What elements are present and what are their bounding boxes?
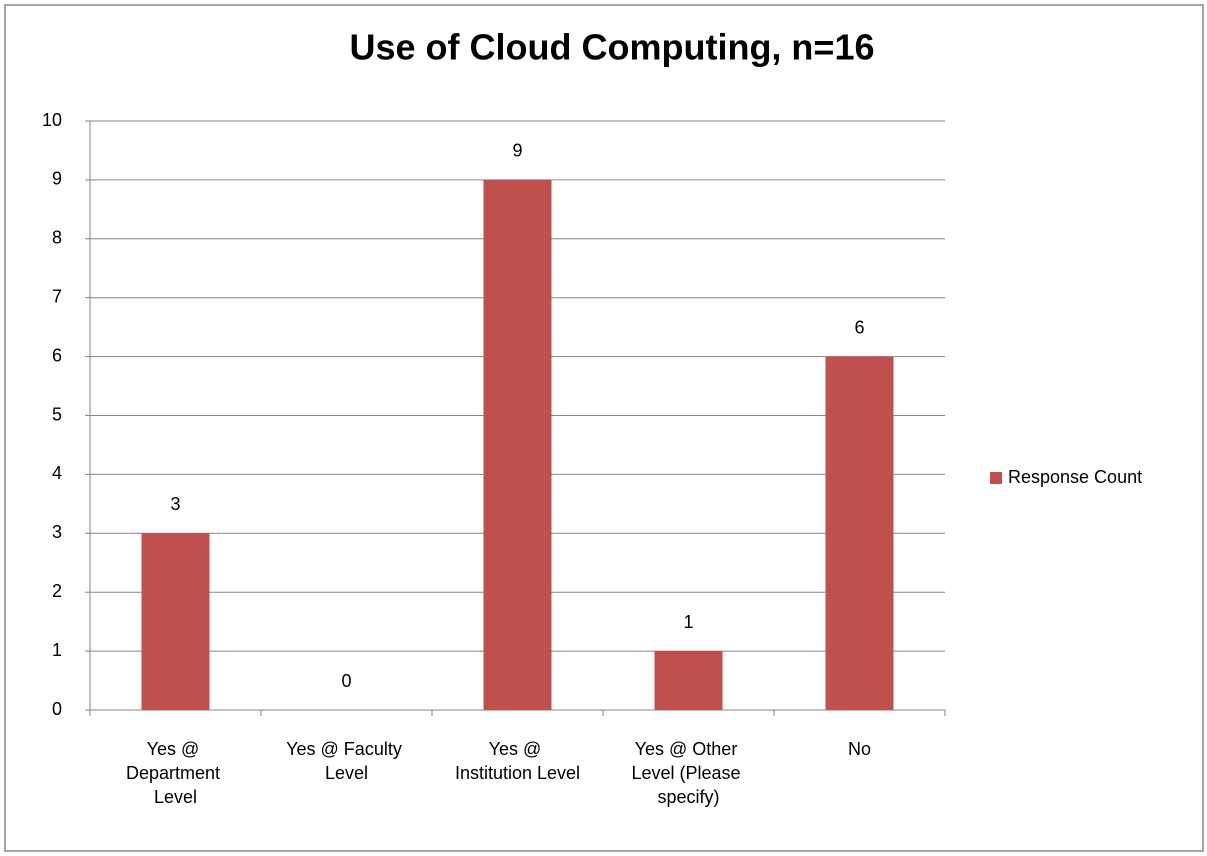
x-tick-label: Yes @ Other Level (Please specify) <box>631 739 745 807</box>
x-tick-label: Yes @ Institution Level <box>455 739 580 783</box>
bar <box>825 356 894 710</box>
legend-label: Response Count <box>1008 467 1142 487</box>
y-tick-label: 4 <box>52 463 62 483</box>
data-label: 9 <box>512 141 522 161</box>
x-tick-line: Yes @ Faculty <box>286 739 407 759</box>
x-tick-label: Yes @ Faculty Level <box>286 739 407 783</box>
x-tick-line: Level (Please <box>631 763 745 783</box>
x-tick-label: No <box>848 739 871 759</box>
chart-title: Use of Cloud Computing, n=16 <box>349 27 874 68</box>
x-tick-line: Yes @ <box>489 739 547 759</box>
legend-swatch <box>990 472 1002 484</box>
x-tick-line: Yes @ <box>147 739 205 759</box>
x-tick-line: Department <box>126 763 225 783</box>
y-tick-label: 8 <box>52 228 62 248</box>
y-tick-label: 9 <box>52 169 62 189</box>
y-tick-label: 10 <box>42 110 62 130</box>
y-tick-label: 6 <box>52 345 62 365</box>
data-label: 3 <box>170 494 180 514</box>
x-tick-line: No <box>848 739 871 759</box>
x-tick-line: Institution Level <box>455 763 580 783</box>
data-label: 0 <box>341 671 351 691</box>
x-tick-line: Level <box>325 763 368 783</box>
x-tick-line: specify) <box>657 787 719 807</box>
y-tick-label: 5 <box>52 404 62 424</box>
chart-border <box>4 4 1204 852</box>
bar <box>654 651 723 710</box>
x-tick-line: Yes @ Other <box>635 739 743 759</box>
data-label: 1 <box>683 612 693 632</box>
y-tick-label: 1 <box>52 640 62 660</box>
bar <box>483 179 552 710</box>
bar <box>141 533 210 710</box>
data-label: 6 <box>854 317 864 337</box>
y-tick-label: 2 <box>52 581 62 601</box>
x-tick-label: Yes @ Department Level <box>126 739 225 807</box>
y-tick-label: 3 <box>52 522 62 542</box>
y-tick-label: 0 <box>52 699 62 719</box>
x-tick-line: Level <box>154 787 197 807</box>
y-tick-label: 7 <box>52 286 62 306</box>
